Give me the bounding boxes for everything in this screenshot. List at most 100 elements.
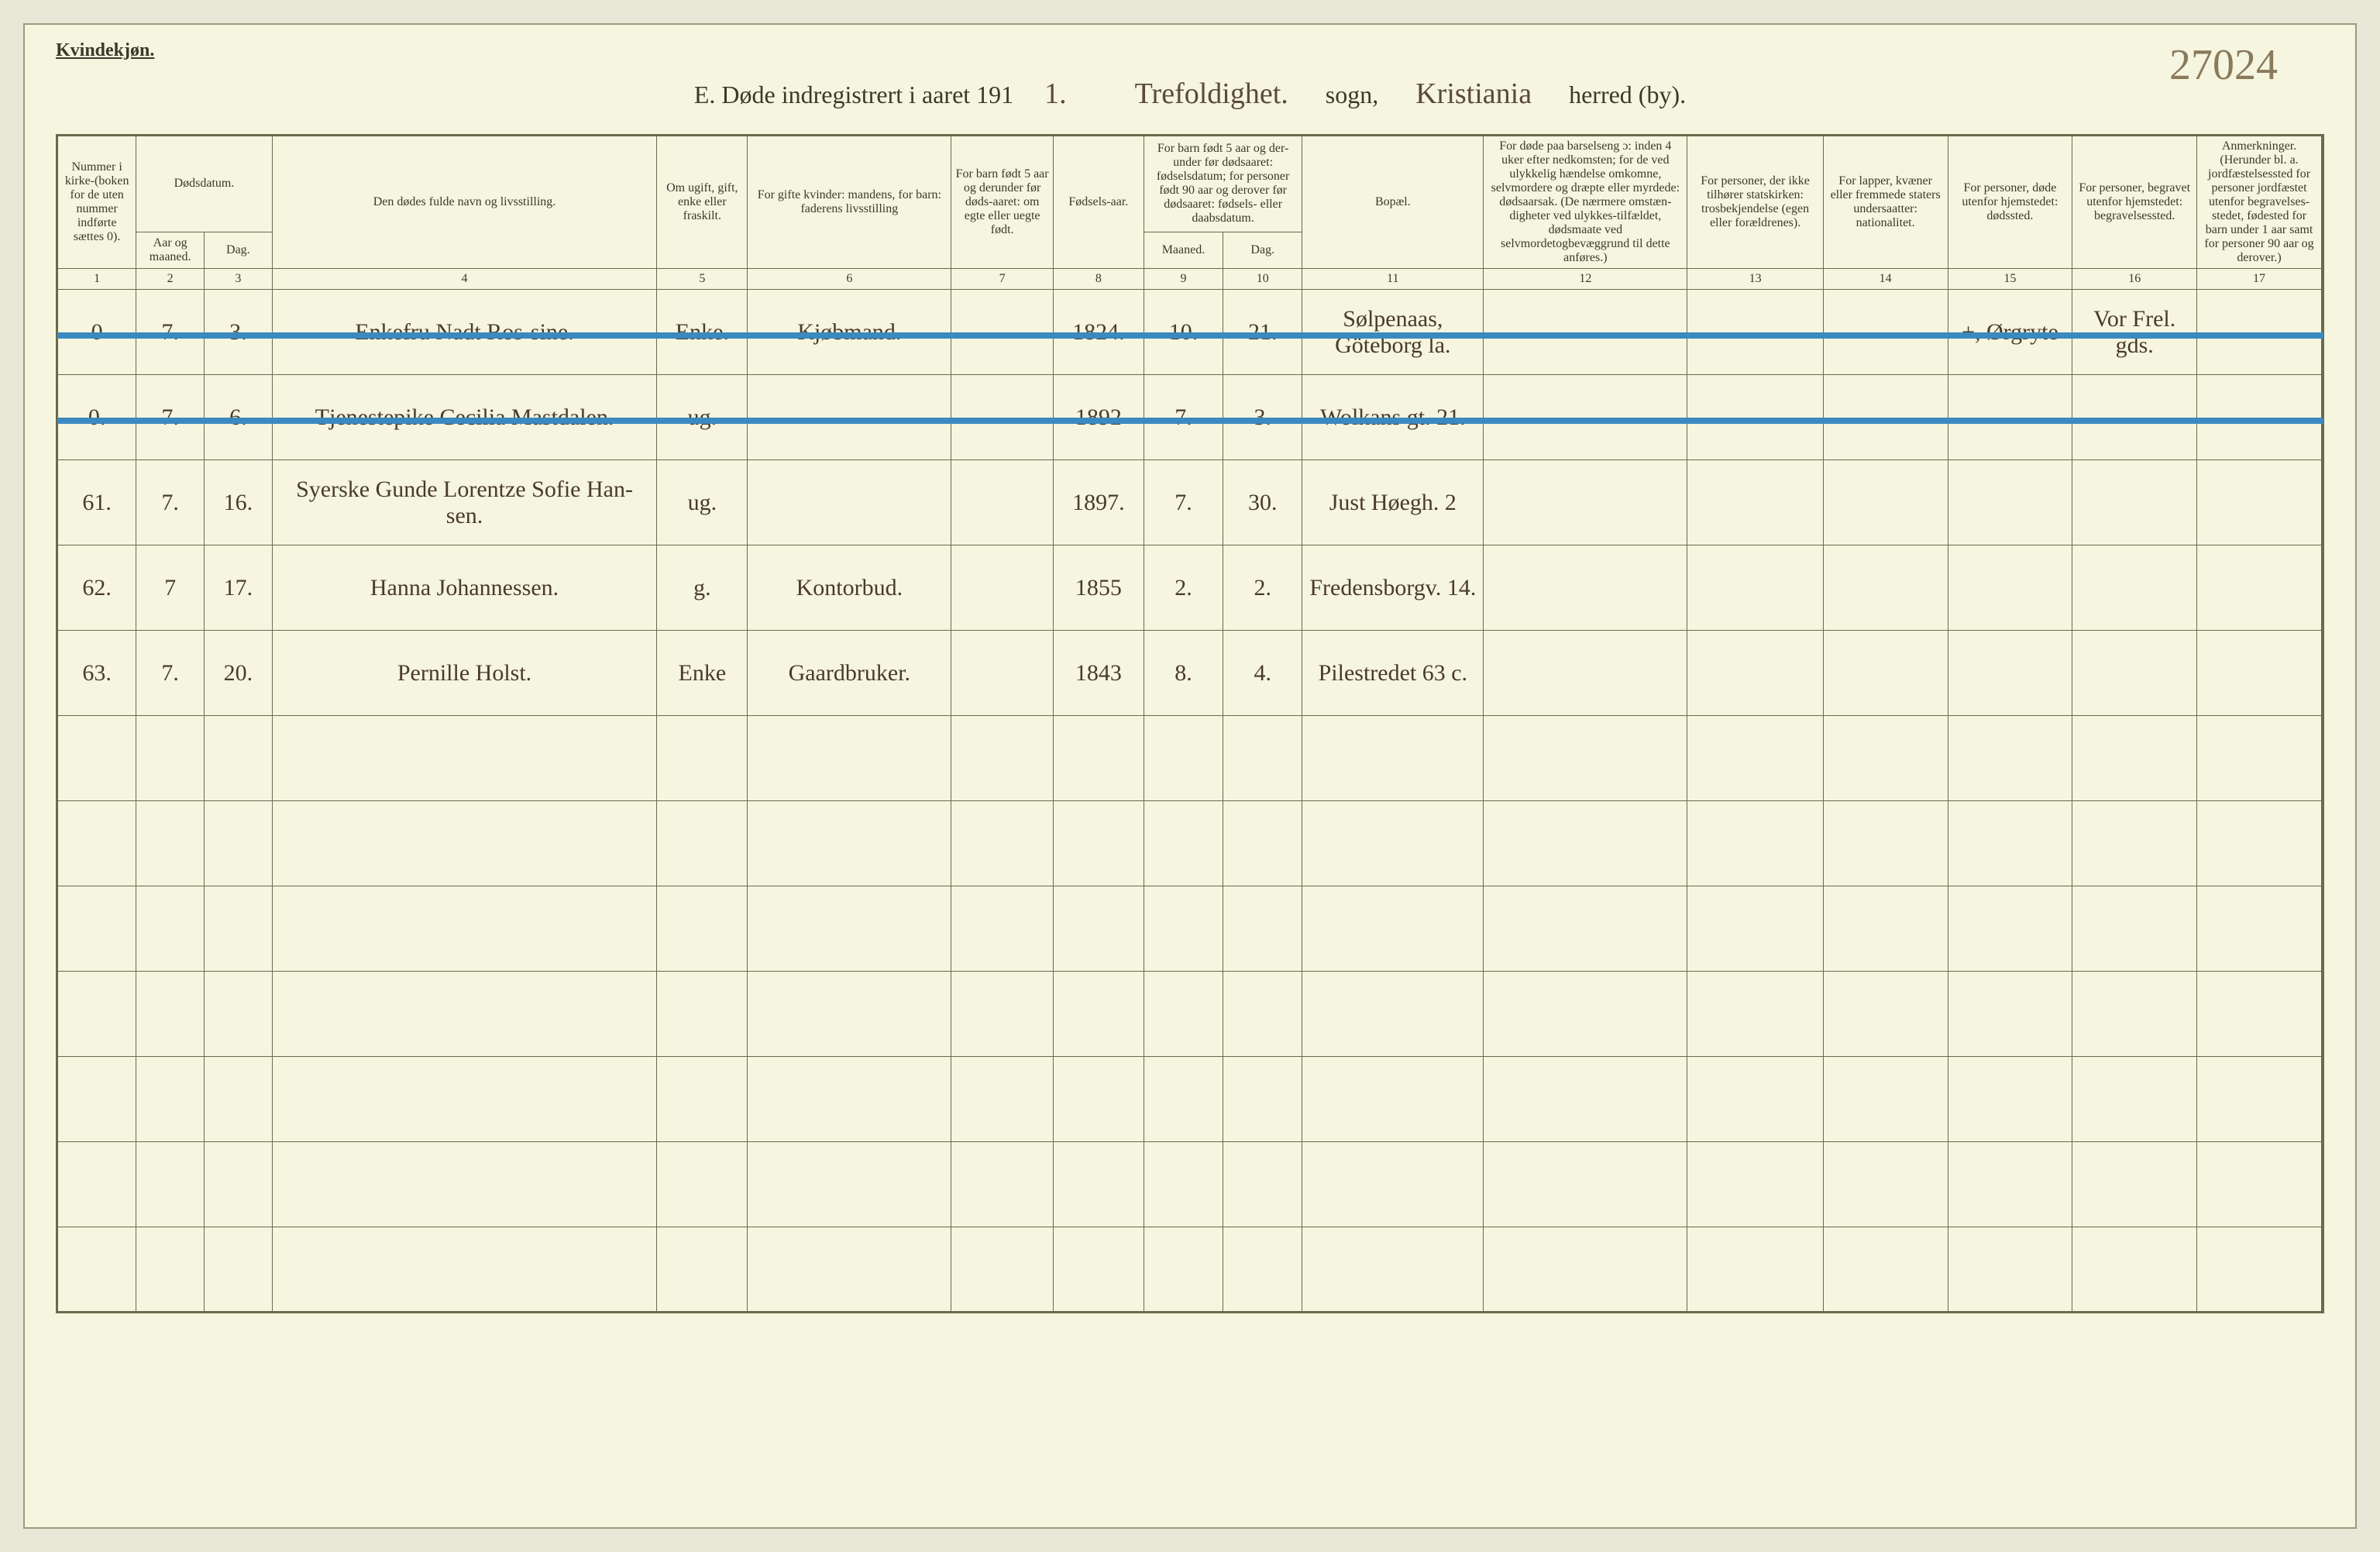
cell-empty (57, 716, 136, 801)
cell: 2. (1223, 545, 1302, 631)
cell-empty (1223, 716, 1302, 801)
cell-empty (1687, 1227, 1823, 1313)
cell-empty (2197, 1142, 2322, 1227)
cell-empty (657, 1142, 748, 1227)
cell-empty (1687, 972, 1823, 1057)
cell-empty (1302, 1227, 1484, 1313)
cell-empty (57, 1057, 136, 1142)
cell-empty (1223, 1057, 1302, 1142)
cell: 7 (136, 545, 205, 631)
table-row-empty (57, 716, 2323, 801)
cell (1823, 460, 1948, 545)
cell-empty (1948, 716, 2072, 801)
cell (2197, 375, 2322, 460)
district-name: Kristiania (1415, 77, 1532, 111)
cell (951, 460, 1054, 545)
cell-empty (748, 1142, 951, 1227)
table-header: Nummer i kirke-(boken for de uten nummer… (57, 136, 2323, 290)
cell-empty (748, 801, 951, 886)
cell-empty (205, 716, 273, 801)
header-col1: Nummer i kirke-(boken for de uten nummer… (57, 136, 136, 269)
cell: 0 (57, 290, 136, 375)
cell-empty (951, 1227, 1054, 1313)
cell-empty (2197, 801, 2322, 886)
cell-empty (1302, 972, 1484, 1057)
cell: Syerske Gunde Lorentze Sofie Han-sen. (272, 460, 657, 545)
column-number: 5 (657, 269, 748, 290)
cell-empty (1053, 1142, 1144, 1227)
cell-empty (272, 886, 657, 972)
cell-empty (1053, 1057, 1144, 1142)
cell-empty (1144, 801, 1223, 886)
cell-empty (1484, 1057, 1687, 1142)
cell: 7. (136, 290, 205, 375)
cell-empty (748, 716, 951, 801)
cell-empty (1687, 1142, 1823, 1227)
cell-empty (205, 886, 273, 972)
cell-empty (1823, 801, 1948, 886)
cell: 6. (205, 375, 273, 460)
cell (1484, 290, 1687, 375)
cell-empty (1302, 801, 1484, 886)
column-number: 8 (1053, 269, 1144, 290)
cell (2197, 290, 2322, 375)
header-col13: For personer, der ikke tilhører statskir… (1687, 136, 1823, 269)
cell: Kontorbud. (748, 545, 951, 631)
table-row-empty (57, 801, 2323, 886)
cell: 7. (1144, 460, 1223, 545)
column-number: 12 (1484, 269, 1687, 290)
cell-empty (1053, 716, 1144, 801)
column-number: 4 (272, 269, 657, 290)
table-row-empty (57, 1227, 2323, 1313)
cell-empty (2072, 716, 2197, 801)
cell-empty (57, 801, 136, 886)
cell-empty (1144, 716, 1223, 801)
cell: 61. (57, 460, 136, 545)
column-number: 9 (1144, 269, 1223, 290)
header-col14: For lapper, kvæner eller fremmede stater… (1823, 136, 1948, 269)
cell-empty (1484, 972, 1687, 1057)
cell: 30. (1223, 460, 1302, 545)
column-number: 3 (205, 269, 273, 290)
title-row: E. Døde indregistrert i aaret 1911. Tref… (56, 77, 2324, 111)
cell-empty (1948, 886, 2072, 972)
cell: 63. (57, 631, 136, 716)
cell-empty (951, 716, 1054, 801)
cell-empty (136, 886, 205, 972)
cell: Kjøbmand. (748, 290, 951, 375)
cell: 8. (1144, 631, 1223, 716)
table-row: 61.7.16.Syerske Gunde Lorentze Sofie Han… (57, 460, 2323, 545)
cell (2072, 631, 2197, 716)
cell-empty (1948, 972, 2072, 1057)
cell (1823, 545, 1948, 631)
cell-empty (1484, 1142, 1687, 1227)
cell-empty (748, 1227, 951, 1313)
column-number: 10 (1223, 269, 1302, 290)
header-col9: Maaned. (1144, 232, 1223, 269)
cell-empty (1144, 1227, 1223, 1313)
column-number: 2 (136, 269, 205, 290)
column-number: 17 (2197, 269, 2322, 290)
header-col11: Bopæl. (1302, 136, 1484, 269)
cell: ug. (657, 375, 748, 460)
cell-empty (1948, 1142, 2072, 1227)
title-prefix: E. Døde indregistrert i aaret 191 (694, 81, 1013, 108)
cell-empty (1144, 972, 1223, 1057)
cell-empty (2072, 972, 2197, 1057)
cell (1687, 290, 1823, 375)
cell: Enkefru Nadt Ros-sine. (272, 290, 657, 375)
cell-empty (1223, 972, 1302, 1057)
cell-empty (1302, 886, 1484, 972)
cell: 1824. (1053, 290, 1144, 375)
parish-name: Trefoldighet. (1135, 77, 1288, 111)
gender-label: Kvindekjøn. (56, 40, 2324, 61)
header-col4: Den dødes fulde navn og livsstilling. (272, 136, 657, 269)
cell-empty (1484, 716, 1687, 801)
cell-empty (2072, 886, 2197, 972)
cell-empty (1302, 1142, 1484, 1227)
cell-empty (657, 1057, 748, 1142)
cell (1687, 545, 1823, 631)
table-row-empty (57, 886, 2323, 972)
cell-empty (1144, 1142, 1223, 1227)
table-row: 63.7.20.Pernille Holst.EnkeGaardbruker.1… (57, 631, 2323, 716)
